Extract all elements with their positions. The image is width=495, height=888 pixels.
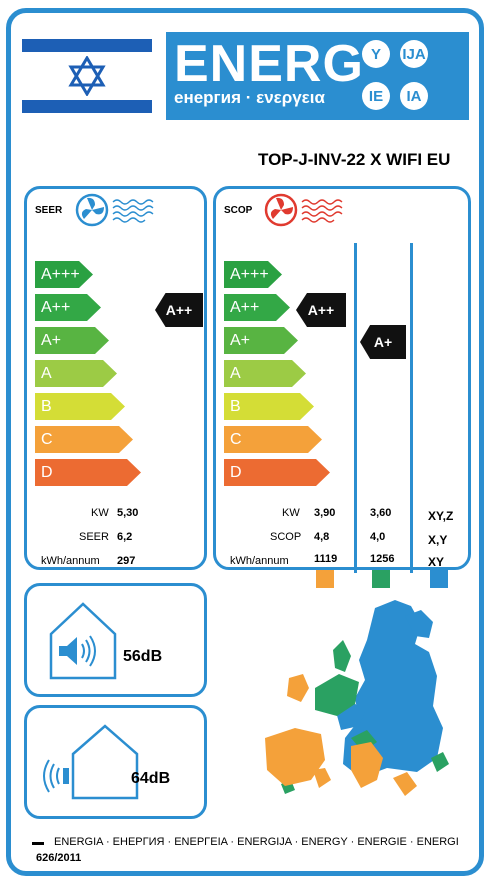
indoor-noise-value: 56dB: [123, 648, 163, 665]
lang-circle: IE: [362, 82, 390, 110]
energy-brand: ENERG: [174, 35, 364, 93]
scop-value: XY: [428, 555, 445, 569]
scop-value: 4,8: [314, 531, 330, 543]
scop-value: 4,0: [370, 531, 386, 543]
seer-rating-pointer: A++: [155, 293, 203, 327]
zone-divider: [354, 243, 357, 573]
zone-divider: [410, 243, 413, 573]
lang-circle: IJA: [400, 40, 428, 68]
seer-title: SEER: [35, 205, 63, 216]
regulation-number: 626/2011: [36, 852, 82, 864]
cooling-fan-icon: [75, 193, 154, 227]
seer-panel: SEER A+++ A++ A+ A B C D A++ KW 5,30 SEER 6,2 …: [24, 186, 207, 570]
seer-label: kWh/annum: [41, 555, 100, 567]
scop-panel: SCOP A+++ A++ A+ A B C D A++ A+ KW SCOP kWh/an…: [213, 186, 471, 573]
energy-header: ENERG енергия · ενεργεια Y IJA IE IA: [166, 32, 469, 120]
scop-value: XY,Z: [428, 509, 454, 523]
warm-zone-swatch: [316, 570, 334, 588]
scop-label: kWh/annum: [230, 555, 289, 567]
lang-circle: IA: [400, 82, 428, 110]
seer-class-arrow: C: [35, 426, 133, 453]
scop-rating-pointer: A+: [360, 325, 406, 359]
outdoor-noise-panel: 64dB: [24, 705, 207, 819]
scop-label: KW: [282, 507, 300, 519]
outdoor-speaker-icon: [43, 724, 139, 800]
seer-class-arrow: B: [35, 393, 125, 420]
footer-dash: [32, 842, 44, 845]
outdoor-noise-value: 64dB: [131, 770, 171, 787]
scop-value: 1119: [314, 553, 338, 565]
europe-climate-map: [265, 600, 449, 796]
indoor-speaker-icon: [49, 602, 117, 680]
indoor-noise-panel: 56dB: [24, 583, 207, 697]
seer-value: 297: [117, 555, 136, 567]
scop-value: 3,90: [314, 507, 336, 519]
heating-fan-icon: [264, 193, 343, 227]
scop-label: SCOP: [270, 531, 302, 543]
seer-class-arrow: A++: [35, 294, 101, 321]
seer-label: KW: [91, 507, 109, 519]
lang-circle: Y: [362, 40, 390, 68]
scop-value: X,Y: [428, 533, 448, 547]
scop-title: SCOP: [224, 205, 253, 216]
scop-class-arrow: A++: [224, 294, 290, 321]
scop-class-arrow: C: [224, 426, 322, 453]
scop-class-arrow: A: [224, 360, 306, 387]
cold-zone-swatch: [430, 570, 448, 588]
scop-class-arrow: A+: [224, 327, 298, 354]
label-frame: [6, 8, 484, 876]
average-zone-swatch: [372, 570, 390, 588]
seer-label: SEER: [79, 531, 109, 543]
model-name: TOP-J-INV-22 X WIFI EU: [258, 150, 451, 169]
footer-languages: ENERGIA · ЕНЕРГИЯ · ΕΝΕΡΓΕΙΑ · ENERGIJA …: [54, 836, 459, 848]
seer-class-arrow: A+++: [35, 261, 93, 288]
seer-class-arrow: A: [35, 360, 117, 387]
scop-class-arrow: D: [224, 459, 330, 486]
scop-class-arrow: A+++: [224, 261, 282, 288]
seer-class-arrow: A+: [35, 327, 109, 354]
scop-rating-pointer: A++: [296, 293, 346, 327]
energy-subtitle: енергия · ενεργεια: [174, 88, 325, 107]
scop-class-arrow: B: [224, 393, 314, 420]
israel-flag-icon: [22, 33, 152, 119]
seer-value: 5,30: [117, 507, 139, 519]
seer-value: 6,2: [117, 531, 133, 543]
scop-value: 3,60: [370, 507, 392, 519]
seer-class-arrow: D: [35, 459, 141, 486]
scop-value: 1256: [370, 553, 395, 565]
